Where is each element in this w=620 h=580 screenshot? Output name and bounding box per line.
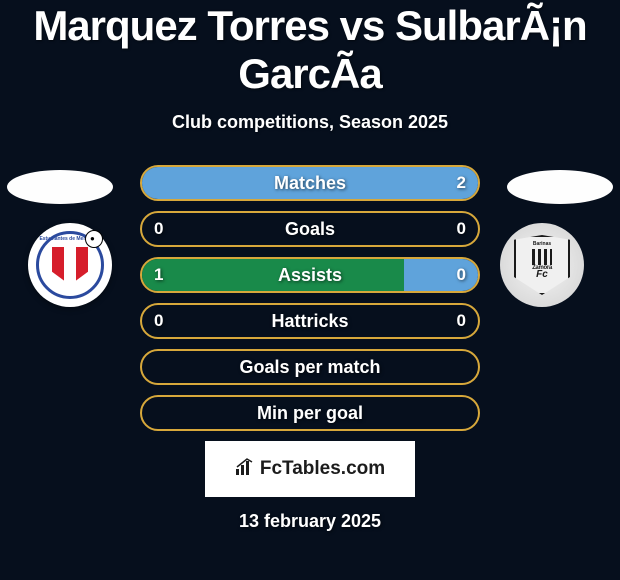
chart-icon <box>235 458 257 481</box>
stat-row: Goals per match <box>140 349 480 385</box>
shield-left-icon <box>52 247 88 285</box>
stat-value-right: 0 <box>457 265 466 285</box>
stat-label: Assists <box>142 265 478 286</box>
badge-right-fc: Fc <box>536 269 548 280</box>
stat-label: Goals <box>142 219 478 240</box>
fctables-label: FcTables.com <box>260 458 385 480</box>
stat-label: Hattricks <box>142 311 478 332</box>
stat-value-right: 0 <box>457 311 466 331</box>
stat-value-left: 0 <box>154 219 163 239</box>
badge-right-banner: Barinas <box>533 241 551 247</box>
stat-value-right: 2 <box>457 173 466 193</box>
team-logo-right: Barinas Zamora Fc <box>500 223 600 307</box>
stat-label: Goals per match <box>142 357 478 378</box>
stats-area: Estudiantes de Merida FC Barinas Zamora … <box>0 165 620 431</box>
stat-row: Goals0 0 <box>140 211 480 247</box>
stat-row: Matches2 <box>140 165 480 201</box>
page-title: Marquez Torres vs SulbarÃ¡n GarcÃ­a <box>0 0 620 98</box>
stat-value-right: 0 <box>457 219 466 239</box>
stat-label: Min per goal <box>142 403 478 424</box>
shield-right-icon: Barinas Zamora Fc <box>514 235 570 295</box>
flag-oval-right <box>507 170 613 204</box>
stat-row: Hattricks0 0 <box>140 303 480 339</box>
team-logo-left: Estudiantes de Merida FC <box>20 223 120 307</box>
stat-value-left: 0 <box>154 311 163 331</box>
stat-row: Min per goal <box>140 395 480 431</box>
stat-value-left: 1 <box>154 265 163 285</box>
stat-label: Matches <box>142 173 478 194</box>
fctables-watermark: FcTables.com <box>205 441 415 497</box>
subtitle: Club competitions, Season 2025 <box>0 112 620 133</box>
ball-icon <box>85 230 103 248</box>
flag-oval-left <box>7 170 113 204</box>
stripes-icon <box>532 249 552 265</box>
date-label: 13 february 2025 <box>0 511 620 532</box>
stat-row: Assists1 0 <box>140 257 480 293</box>
